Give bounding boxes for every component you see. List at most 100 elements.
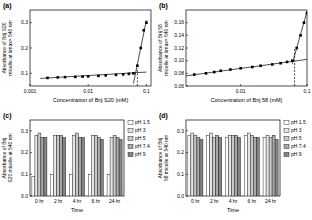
bar (75, 133, 78, 196)
legend-swatch (128, 137, 133, 141)
bar (194, 135, 197, 196)
legend-label: pH 7.4 (291, 143, 306, 149)
fit-line (186, 59, 307, 75)
bar (88, 174, 91, 196)
bar (72, 135, 75, 196)
bar (228, 135, 231, 196)
y-tick-label: 0.14 (174, 32, 184, 38)
bar (250, 135, 253, 196)
title: (a) (3, 2, 12, 10)
y-tick-label: 0.2 (21, 149, 28, 155)
title: (d) (159, 112, 168, 120)
bar (272, 135, 275, 196)
y-axis-label: micelle at λmax= 540 nm (163, 20, 169, 75)
data-point (132, 72, 135, 75)
x-tick (88, 84, 89, 86)
panel: (c)0.00.10.20.3Absorbance of BrijS20 mic… (1, 112, 150, 213)
bar (113, 135, 116, 196)
bar (225, 137, 228, 196)
x-tick-label: 2 hr (54, 198, 63, 204)
bar (41, 137, 44, 196)
legend-label: pH 9 (291, 151, 302, 157)
x-tick-label: 6 hr (91, 198, 100, 204)
x-tick-label: 0.01 (83, 88, 93, 94)
bar (253, 137, 256, 196)
panel: (b)0.060.080.100.120.140.16Absorbance of… (157, 2, 311, 103)
x-tick-label: 0.001 (24, 88, 37, 94)
legend-label: pH 9 (135, 151, 146, 157)
bar (219, 137, 222, 196)
x-axis-label: Time (71, 207, 83, 213)
x-tick-label: 0 hr (35, 198, 44, 204)
legend-swatch (284, 121, 289, 125)
y-tick-label: 0.08 (174, 70, 184, 76)
legend-label: pH 5 (291, 135, 302, 141)
x-axis-label: Concentration of Brij 58 (mM) (211, 97, 283, 103)
plot-frame (186, 10, 307, 86)
y-tick-label: 0.3 (177, 128, 184, 134)
bar (116, 137, 119, 196)
y-axis-label: micelle at λmax= 540 nm (7, 20, 13, 75)
y-tick-label: 0.10 (174, 57, 184, 63)
y-tick (186, 60, 188, 61)
legend-label: pH 7.4 (135, 143, 150, 149)
y-tick (186, 130, 188, 131)
x-tick (146, 84, 147, 86)
y-tick (186, 86, 188, 87)
bar (38, 133, 41, 196)
y-tick (30, 152, 32, 153)
x-tick-label: 0 hr (191, 198, 200, 204)
x-tick-label: 4 hr (73, 198, 82, 204)
cmc-line (294, 48, 295, 86)
y-tick-label: 0.1 (21, 70, 28, 76)
bar (32, 176, 35, 196)
y-tick-label: 0.2 (21, 45, 28, 51)
y-tick-label: 0.3 (21, 19, 28, 25)
legend-label: pH 3 (291, 127, 302, 133)
bar (63, 137, 66, 196)
bar (44, 137, 47, 196)
y-tick (30, 130, 32, 131)
y-axis-label: 58 micelle at 540 nm (163, 135, 169, 181)
y-tick-label: 0.0 (177, 193, 184, 199)
y-tick (186, 73, 188, 74)
bar (69, 174, 72, 196)
bar (213, 137, 216, 196)
legend-swatch (128, 145, 133, 149)
bar (191, 133, 194, 196)
panel: (a)0.10.20.3Absorbance of Brij S20micell… (1, 2, 151, 103)
bar (100, 140, 103, 196)
bar (269, 137, 272, 196)
bar (35, 135, 38, 196)
y-tick-label: 0.16 (174, 19, 184, 25)
y-tick (186, 22, 188, 23)
bar (244, 135, 247, 196)
cmc-line (137, 68, 138, 86)
bar (119, 140, 122, 196)
bar (266, 135, 269, 196)
y-tick-label: 0.0 (21, 193, 28, 199)
legend-label: pH 1.5 (135, 119, 150, 125)
legend-label: pH 1.5 (291, 119, 306, 125)
fit-line (40, 72, 146, 78)
bar (247, 133, 250, 196)
y-tick-label: 0.12 (174, 45, 184, 51)
bar (275, 140, 278, 196)
y-tick-label: 0.1 (21, 171, 28, 177)
fit-line (133, 20, 146, 83)
bar (238, 137, 241, 196)
legend-swatch (128, 129, 133, 133)
y-tick (30, 22, 32, 23)
bar (110, 137, 113, 196)
y-tick-label: 0.2 (177, 149, 184, 155)
bar (97, 137, 100, 196)
x-tick-label: 24 hr (265, 198, 277, 204)
x-tick-label: 4 hr (229, 198, 238, 204)
figure: (a)0.10.20.3Absorbance of Brij S20micell… (0, 0, 312, 220)
x-tick-label: 0.1 (143, 88, 150, 94)
x-tick (307, 84, 308, 86)
bar (207, 135, 210, 196)
bar (91, 135, 94, 196)
bar (82, 137, 85, 196)
bar (57, 135, 60, 196)
